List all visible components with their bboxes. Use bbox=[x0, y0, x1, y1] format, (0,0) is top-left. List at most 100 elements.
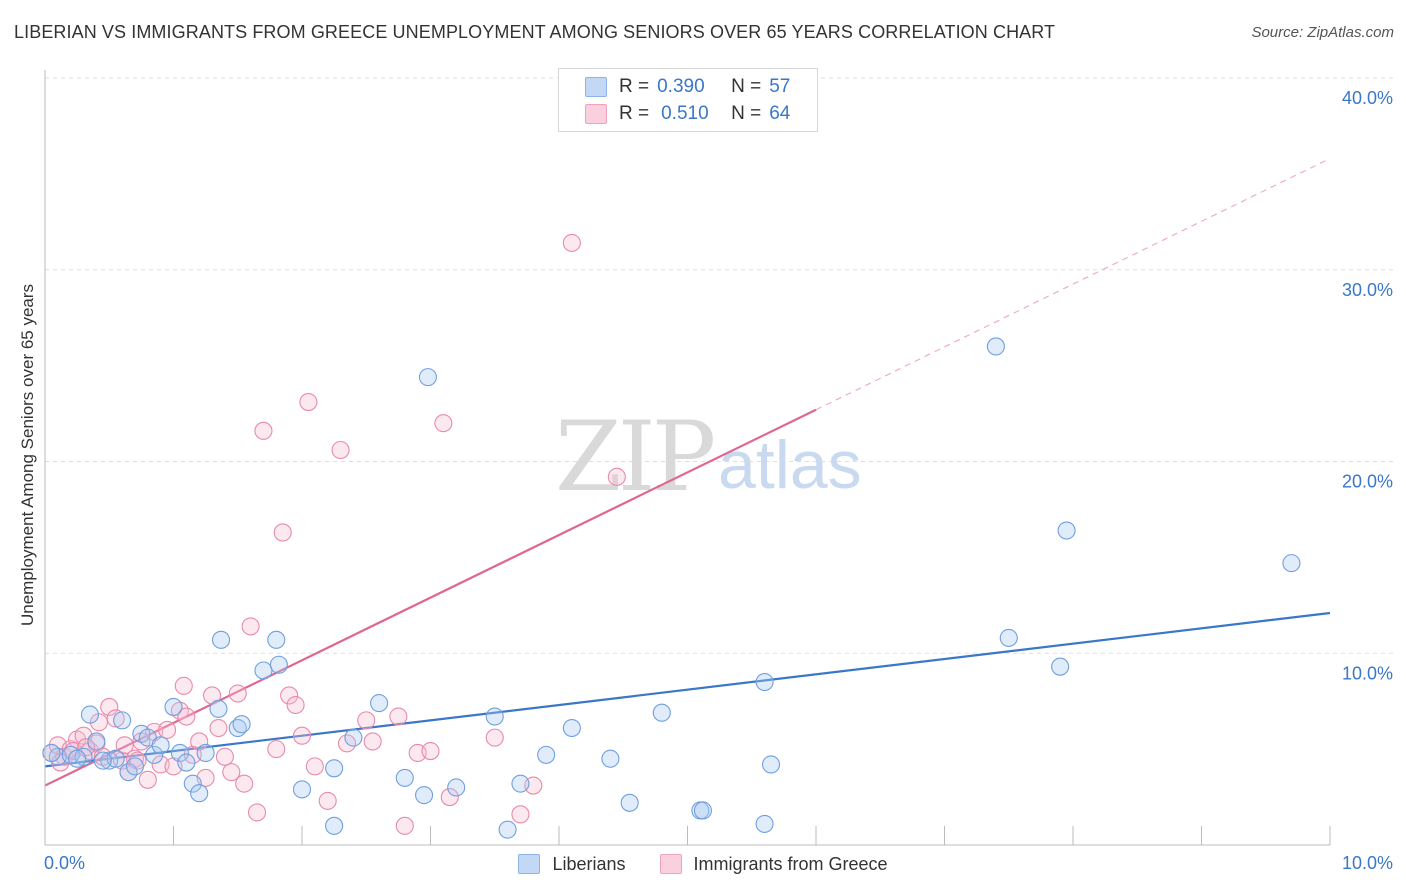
trend-line-greece-extension bbox=[815, 157, 1331, 411]
legend-label: Liberians bbox=[552, 853, 626, 874]
legend-row-liberians: R = 0.390 N = 57 bbox=[585, 75, 790, 99]
point-liberians bbox=[755, 814, 774, 833]
point-liberians bbox=[693, 801, 712, 820]
point-liberians bbox=[232, 715, 251, 734]
point-liberians bbox=[1282, 554, 1301, 573]
point-liberians bbox=[761, 755, 781, 774]
point-greece bbox=[280, 686, 299, 705]
series-legend: Liberians Immigrants from Greece bbox=[0, 852, 1406, 876]
y-tick-label: 10.0% bbox=[1342, 663, 1393, 683]
point-greece bbox=[318, 791, 337, 810]
point-greece bbox=[209, 718, 228, 738]
point-liberians bbox=[267, 630, 286, 649]
trend-lines bbox=[44, 157, 1331, 787]
n-label: N = bbox=[731, 76, 762, 97]
point-greece bbox=[235, 774, 254, 793]
legend-item-liberians: Liberians bbox=[518, 853, 626, 875]
point-greece bbox=[106, 709, 125, 728]
point-greece bbox=[247, 803, 267, 822]
data-points bbox=[42, 233, 1301, 839]
point-liberians bbox=[1051, 657, 1070, 676]
point-liberians bbox=[395, 768, 414, 787]
point-liberians bbox=[80, 705, 100, 724]
point-liberians bbox=[620, 793, 639, 812]
point-greece bbox=[215, 747, 234, 766]
point-liberians bbox=[999, 628, 1018, 647]
point-greece bbox=[421, 741, 440, 761]
point-greece bbox=[292, 726, 312, 745]
x-tick-label: 10.0% bbox=[1342, 853, 1393, 873]
trend-line-greece bbox=[44, 408, 817, 787]
legend-item-greece: Immigrants from Greece bbox=[659, 853, 888, 875]
point-liberians bbox=[415, 786, 434, 805]
point-greece bbox=[389, 707, 408, 726]
point-greece bbox=[190, 732, 209, 751]
source-label: Source: ZipAtlas.com bbox=[1251, 24, 1394, 41]
point-liberians bbox=[986, 337, 1005, 356]
x-tick-label: 0.0% bbox=[44, 853, 85, 873]
point-greece bbox=[434, 414, 453, 433]
legend-row-greece: R = 0.510 N = 64 bbox=[585, 102, 790, 126]
r-value: 0.390 bbox=[657, 76, 705, 97]
watermark-zip: ZIP bbox=[555, 401, 714, 513]
point-greece bbox=[100, 697, 119, 716]
point-liberians bbox=[164, 697, 183, 716]
legend-swatch-pink bbox=[659, 854, 682, 874]
point-liberians bbox=[325, 759, 344, 778]
point-liberians bbox=[418, 368, 437, 387]
point-liberians bbox=[183, 774, 202, 793]
point-liberians bbox=[196, 743, 215, 763]
point-greece bbox=[395, 816, 414, 835]
point-greece bbox=[305, 757, 324, 776]
point-greece bbox=[299, 393, 318, 412]
correlation-legend: R = 0.390 N = 57 R = 0.510 N = 64 bbox=[558, 68, 818, 132]
point-liberians bbox=[151, 736, 170, 755]
axes: 10.0% 20.0% 30.0% 40.0% 0.0% 10.0% bbox=[44, 70, 1393, 873]
legend-swatch-blue bbox=[518, 854, 541, 874]
point-liberians bbox=[755, 672, 774, 692]
point-liberians bbox=[74, 747, 93, 766]
point-greece bbox=[273, 523, 292, 542]
point-greece bbox=[331, 440, 350, 460]
point-liberians bbox=[113, 711, 132, 730]
point-greece bbox=[286, 695, 305, 715]
point-liberians bbox=[537, 745, 556, 764]
point-greece bbox=[562, 233, 581, 252]
point-greece bbox=[363, 732, 382, 751]
point-liberians bbox=[344, 728, 363, 747]
grid-layer bbox=[45, 77, 1395, 654]
point-liberians bbox=[68, 749, 87, 768]
point-liberians bbox=[87, 732, 106, 751]
legend-swatch-blue bbox=[585, 77, 607, 97]
r-label: R = bbox=[619, 103, 650, 124]
point-greece bbox=[511, 805, 530, 824]
point-liberians bbox=[145, 745, 164, 764]
point-liberians bbox=[1057, 521, 1076, 540]
point-liberians bbox=[511, 774, 530, 793]
point-greece bbox=[177, 707, 196, 726]
point-greece bbox=[158, 720, 177, 740]
point-greece bbox=[485, 728, 504, 747]
point-greece bbox=[440, 788, 459, 807]
r-label: R = bbox=[619, 76, 650, 97]
n-value: 64 bbox=[769, 103, 791, 124]
point-liberians bbox=[325, 816, 344, 835]
watermark-atlas: atlas bbox=[718, 427, 862, 503]
point-liberians bbox=[269, 655, 288, 674]
point-greece bbox=[222, 763, 241, 782]
r-value: 0.510 bbox=[661, 103, 709, 124]
point-greece bbox=[138, 770, 157, 789]
y-tick-label: 30.0% bbox=[1342, 280, 1393, 300]
point-greece bbox=[115, 736, 134, 755]
point-greece bbox=[267, 740, 286, 759]
point-greece bbox=[241, 617, 260, 636]
legend-label: Immigrants from Greece bbox=[693, 853, 888, 874]
point-liberians bbox=[601, 749, 620, 768]
point-liberians bbox=[447, 778, 466, 797]
n-value: 57 bbox=[769, 76, 791, 97]
point-liberians bbox=[254, 661, 273, 680]
point-liberians bbox=[177, 753, 196, 772]
point-liberians bbox=[42, 743, 61, 763]
point-liberians bbox=[485, 707, 504, 726]
